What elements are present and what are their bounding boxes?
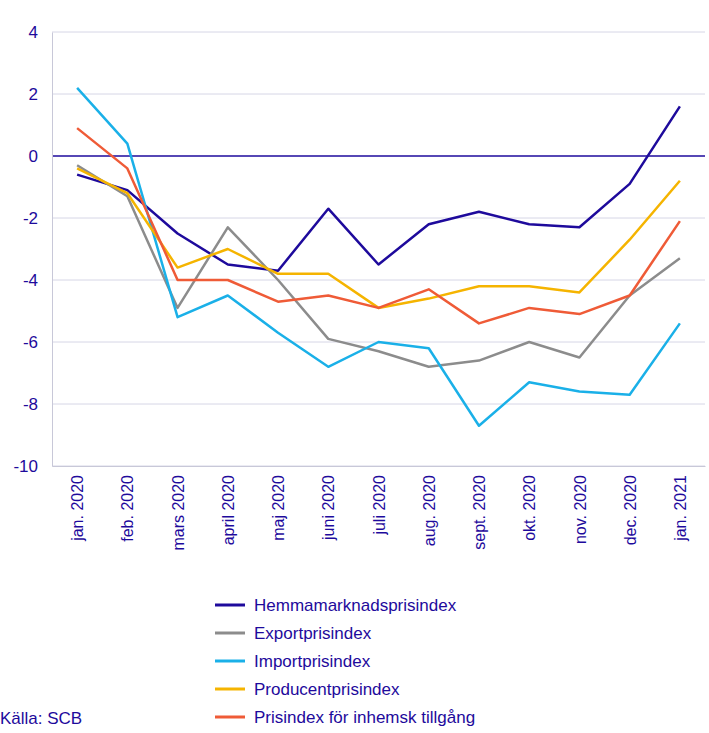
grid: [52, 32, 705, 466]
x-tick: nov. 2020: [572, 466, 589, 544]
x-tick-label: mars 2020: [170, 475, 187, 551]
y-tick: 2: [29, 85, 52, 104]
y-tick-label: -2: [23, 209, 38, 228]
zero-line: [52, 155, 705, 157]
grid-line: [52, 94, 705, 95]
legend-swatch: [215, 632, 245, 635]
y-tick-label: -8: [23, 395, 38, 414]
x-tick-label: april 2020: [220, 475, 237, 545]
x-tick: dec. 2020: [622, 466, 639, 545]
legend-swatch: [215, 604, 245, 607]
x-tick: jan. 2020: [69, 466, 86, 542]
series-line: [77, 88, 680, 426]
series-line: [77, 165, 680, 366]
x-tick: mars 2020: [170, 466, 187, 551]
x-tick-label: sept. 2020: [471, 475, 488, 550]
y-tick: 4: [29, 23, 52, 42]
grid-line: [52, 32, 705, 33]
series-line: [77, 168, 680, 308]
chart: -10 -8 -6 -4 -2 0 2 4 jan. 2020 feb. 2020 mars 202…: [0, 0, 709, 733]
y-tick-label: 4: [29, 23, 38, 42]
y-tick: 0: [29, 147, 52, 166]
y-tick-label: 0: [29, 147, 38, 166]
legend-label: Importprisindex: [254, 652, 371, 671]
lines: [77, 88, 680, 426]
y-tick-label: -10: [13, 457, 38, 476]
y-tick: -6: [23, 333, 52, 352]
legend-label: Producentprisindex: [254, 680, 400, 699]
x-tick: maj 2020: [270, 466, 287, 541]
x-tick-label: jan. 2021: [672, 475, 689, 542]
y-axis: -10 -8 -6 -4 -2 0 2 4: [13, 23, 52, 476]
legend-label: Hemmamarknadsprisindex: [254, 596, 457, 615]
y-tick: -4: [23, 271, 52, 290]
x-tick: sept. 2020: [471, 466, 488, 550]
x-tick-label: aug. 2020: [421, 475, 438, 546]
x-tick: april 2020: [220, 466, 237, 545]
series-line: [77, 106, 680, 270]
x-tick: feb. 2020: [119, 466, 136, 542]
y-tick: -10: [13, 457, 52, 476]
x-tick-label: juni 2020: [320, 475, 337, 541]
x-axis-line: [53, 466, 706, 467]
y-tick-label: -4: [23, 271, 38, 290]
y-tick: -2: [23, 209, 52, 228]
legend-label: Exportprisindex: [254, 624, 372, 643]
x-tick: aug. 2020: [421, 466, 438, 546]
y-tick-label: 2: [29, 85, 38, 104]
x-tick-label: dec. 2020: [622, 475, 639, 545]
y-axis-line: [52, 33, 53, 467]
grid-line: [52, 466, 705, 467]
y-tick-label: -6: [23, 333, 38, 352]
x-tick: okt. 2020: [521, 466, 538, 541]
legend-swatch: [215, 716, 245, 719]
grid-line: [52, 404, 705, 405]
grid-line: [52, 280, 705, 281]
y-tick: -8: [23, 395, 52, 414]
x-tick: jan. 2021: [672, 466, 689, 542]
x-tick-label: jan. 2020: [69, 475, 86, 542]
x-tick-label: nov. 2020: [572, 475, 589, 544]
x-tick-label: juli 2020: [371, 475, 388, 536]
source: Källa: SCB: [0, 709, 82, 728]
x-tick-label: okt. 2020: [521, 475, 538, 541]
legend-label: Prisindex för inhemsk tillgång: [254, 708, 475, 727]
x-tick: juli 2020: [371, 466, 388, 536]
x-tick-label: maj 2020: [270, 475, 287, 541]
legend-swatch: [215, 660, 245, 663]
x-tick: juni 2020: [320, 466, 337, 541]
x-axis: jan. 2020 feb. 2020 mars 2020 april 2020 maj…: [53, 466, 706, 551]
legend-swatch: [215, 688, 245, 691]
legend: Hemmamarknadsprisindex Exportprisindex Imp…: [215, 596, 475, 727]
series-line: [77, 128, 680, 323]
x-tick-label: feb. 2020: [119, 475, 136, 542]
